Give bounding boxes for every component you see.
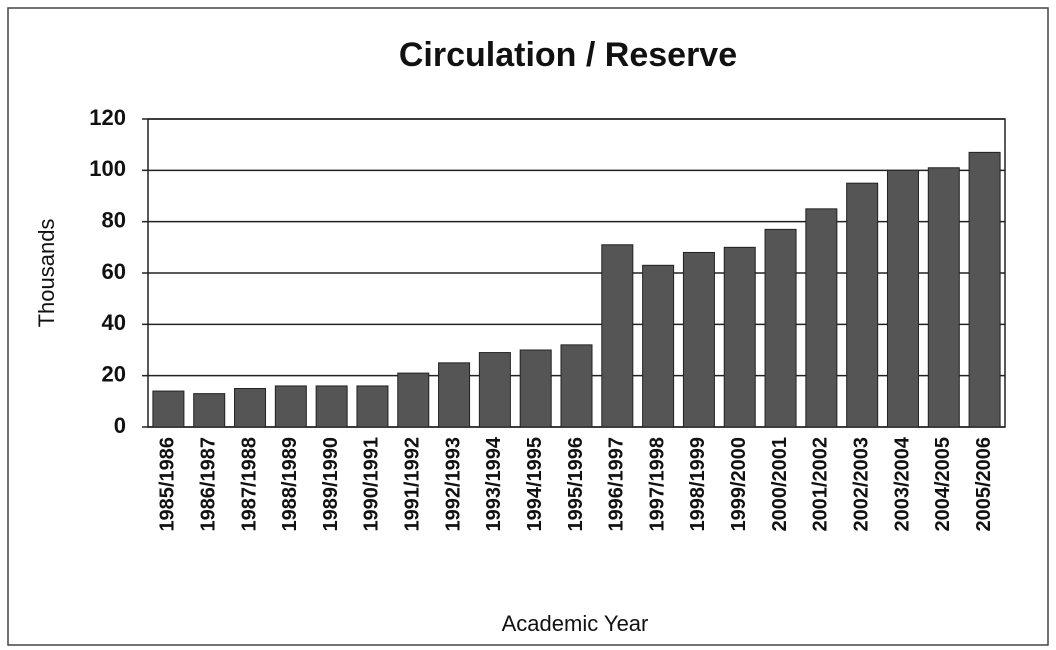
bar xyxy=(478,352,511,428)
y-tick-label: 120 xyxy=(89,105,126,130)
x-tick-label: 1998/1999 xyxy=(687,437,709,532)
x-tick-label: 2005/2006 xyxy=(973,437,995,532)
bar xyxy=(356,385,389,428)
x-tick-label: 1993/1994 xyxy=(483,436,505,531)
bar xyxy=(438,362,471,428)
x-axis-label: Academic Year xyxy=(502,611,649,636)
bar xyxy=(397,372,430,428)
bar xyxy=(682,251,715,428)
x-tick-label: 2000/2001 xyxy=(769,437,791,532)
x-tick-label: 1994/1995 xyxy=(524,437,546,532)
x-tick-label: 2003/2004 xyxy=(891,436,913,531)
x-tick-label: 1986/1987 xyxy=(197,437,219,532)
x-tick-label: 1987/1988 xyxy=(238,437,260,532)
bar xyxy=(152,390,185,428)
bar xyxy=(315,385,348,428)
bar xyxy=(968,151,1001,428)
x-tick-label: 1997/1998 xyxy=(646,437,668,532)
y-tick-label: 100 xyxy=(89,156,126,181)
x-tick-label: 1996/1997 xyxy=(606,437,628,532)
x-tick-label: 1985/1986 xyxy=(157,437,179,532)
bar xyxy=(642,264,675,428)
bar xyxy=(846,182,879,428)
bar xyxy=(886,169,919,428)
y-tick-label: 0 xyxy=(114,413,126,438)
chart-title: Circulation / Reserve xyxy=(399,36,737,74)
y-axis-label: Thousands xyxy=(34,219,59,328)
x-tick-label: 2001/2002 xyxy=(810,437,832,532)
bar xyxy=(601,244,634,428)
y-tick-label: 40 xyxy=(102,310,126,335)
bar xyxy=(805,208,838,428)
x-tick-label: 1992/1993 xyxy=(442,437,464,532)
bar xyxy=(723,246,756,428)
y-tick-label: 80 xyxy=(102,207,126,232)
x-tick-label: 1989/1990 xyxy=(320,437,342,532)
bar xyxy=(193,393,226,428)
bar xyxy=(764,228,797,428)
x-tick-label: 1988/1989 xyxy=(279,437,301,532)
bar xyxy=(234,388,267,428)
bar xyxy=(560,344,593,428)
y-tick-label: 60 xyxy=(102,259,126,284)
x-tick-label: 2002/2003 xyxy=(850,437,872,532)
x-tick-label: 1991/1992 xyxy=(402,437,424,532)
bar xyxy=(274,385,307,428)
x-tick-label: 1990/1991 xyxy=(361,437,383,532)
x-tick-label: 2004/2005 xyxy=(932,437,954,532)
y-tick-label: 20 xyxy=(102,361,126,386)
bar xyxy=(927,167,960,428)
bar xyxy=(519,349,552,428)
x-tick-label: 1995/1996 xyxy=(565,437,587,532)
x-tick-label: 1999/2000 xyxy=(728,437,750,532)
